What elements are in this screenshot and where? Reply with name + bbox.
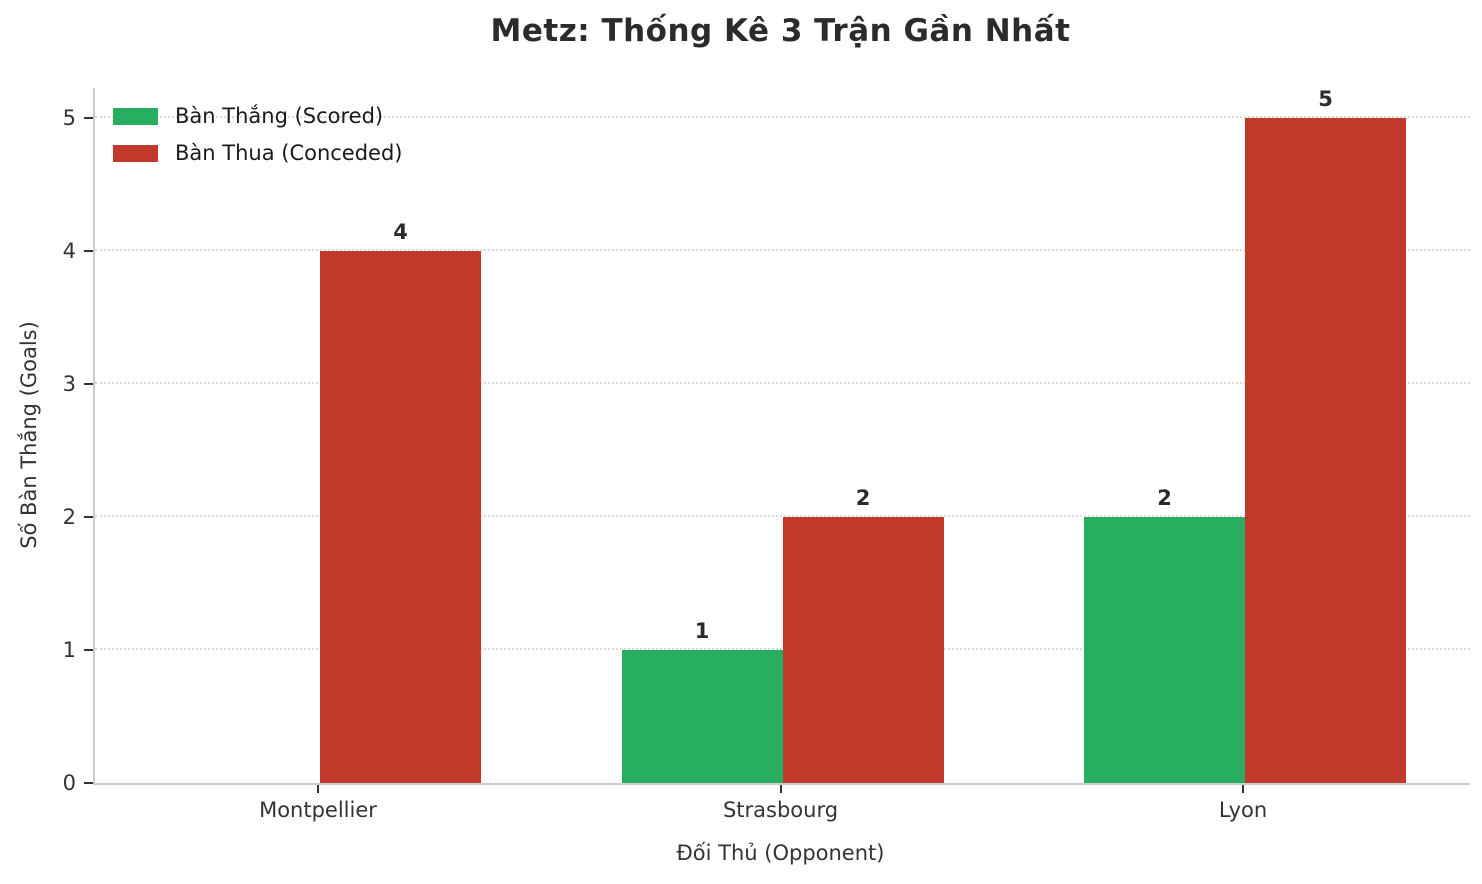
- legend-swatch-scored: [113, 107, 158, 125]
- y-tick-label-2: 2: [62, 505, 76, 529]
- bar-value-label-scored-strasbourg: 1: [694, 619, 710, 643]
- bar-value-label-conceded-lyon: 5: [1318, 87, 1333, 111]
- y-tick-label-4: 4: [62, 239, 76, 263]
- legend-item-conceded: Bàn Thua (Conceded): [113, 141, 403, 165]
- bar-scored-lyon: [1084, 517, 1245, 783]
- x-tick-mark-lyon: [1242, 785, 1244, 793]
- legend-item-scored: Bàn Thắng (Scored): [113, 104, 403, 128]
- y-tick-label-1: 1: [62, 638, 76, 662]
- x-tick-label-strasbourg: Strasbourg: [722, 798, 839, 822]
- y-tick-label-5: 5: [62, 106, 76, 130]
- y-tick-label-0: 0: [62, 771, 76, 795]
- y-tick-mark-2: [84, 516, 93, 518]
- gridline-3: [95, 382, 1470, 384]
- y-tick-mark-4: [84, 250, 93, 252]
- chart-title: Metz: Thống Kê 3 Trận Gần Nhất: [490, 13, 1071, 49]
- x-tick-mark-strasbourg: [779, 785, 782, 793]
- gridline-2: [95, 515, 1470, 517]
- x-tick-label-lyon: Lyon: [1218, 798, 1268, 822]
- legend: Bàn Thắng (Scored) Bàn Thua (Conceded): [113, 104, 403, 178]
- bar-value-label-conceded-montpellier: 4: [393, 220, 408, 244]
- bar-value-label-conceded-strasbourg: 2: [855, 486, 871, 510]
- y-tick-mark-1: [84, 649, 93, 651]
- legend-label-scored: Bàn Thắng (Scored): [175, 104, 384, 128]
- y-tick-mark-0: [84, 782, 93, 784]
- bar-conceded-lyon: [1245, 118, 1406, 783]
- x-axis-title: Đối Thủ (Opponent): [676, 841, 885, 865]
- legend-label-conceded: Bàn Thua (Conceded): [175, 141, 403, 165]
- gridline-5: [95, 116, 1470, 118]
- gridline-4: [95, 249, 1470, 251]
- plot-area: 4 1 2 2 5 Bàn Thắng (Scored) Bàn Thua (Conced…: [93, 87, 1470, 785]
- legend-swatch-conceded: [113, 144, 158, 162]
- x-tick-label-montpellier: Montpellier: [259, 798, 377, 822]
- y-tick-label-3: 3: [62, 372, 76, 396]
- bar-conceded-montpellier: [320, 251, 481, 783]
- y-axis-title: Số Bàn Thắng (Goals): [17, 321, 41, 549]
- x-tick-mark-montpellier: [317, 785, 319, 793]
- bar-conceded-strasbourg: [782, 517, 944, 783]
- bar-scored-strasbourg: [621, 650, 783, 783]
- y-tick-mark-3: [84, 383, 93, 385]
- y-tick-mark-5: [84, 117, 93, 119]
- bar-value-label-scored-lyon: 2: [1157, 486, 1172, 510]
